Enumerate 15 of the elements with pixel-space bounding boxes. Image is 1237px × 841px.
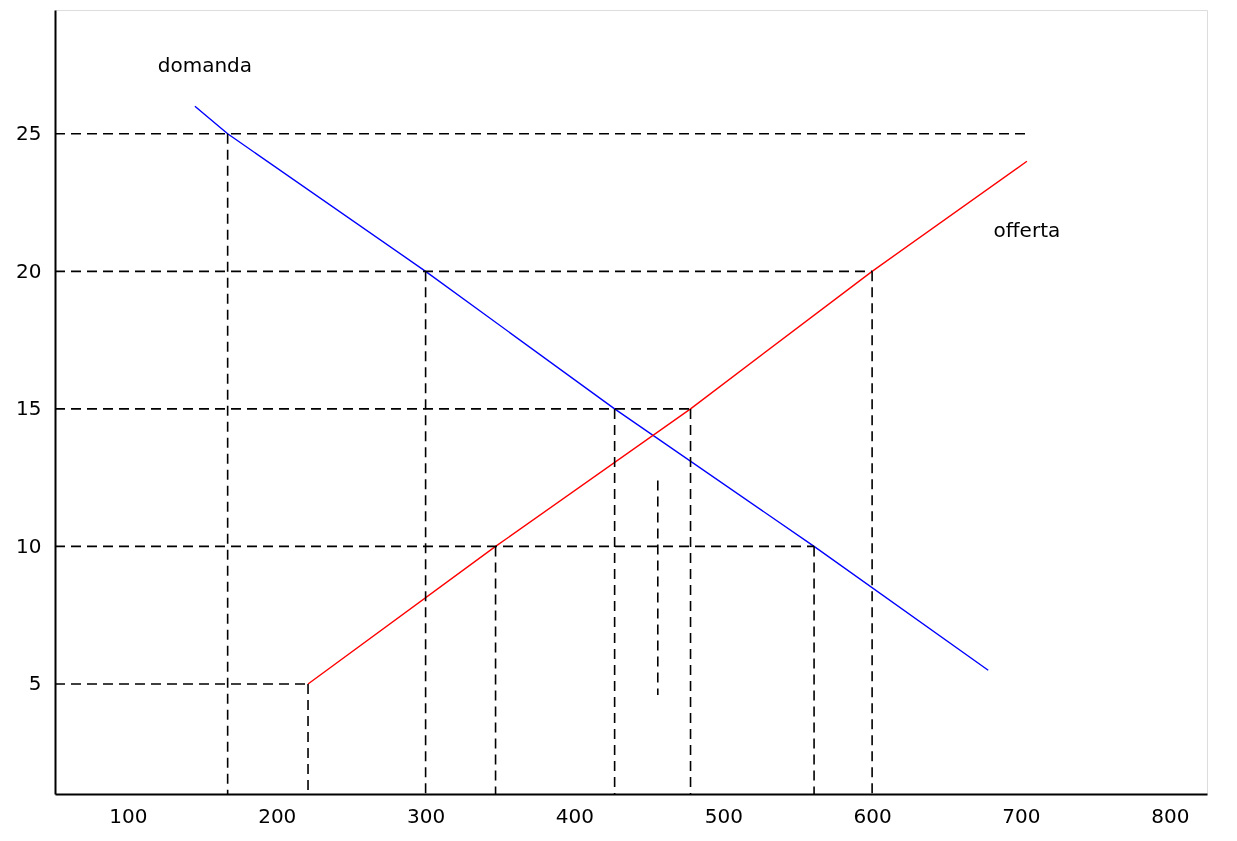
x-tick-label: 400 [555,803,595,828]
y-tick-label: 25 [16,121,42,146]
x-tick-label: 100 [109,803,148,828]
series-label: offerta [993,218,1061,243]
x-tick-label: 600 [853,803,892,828]
text: domanda [157,53,253,78]
x-tick-label: 200 [258,803,297,828]
x-tick-label: 300 [407,803,446,828]
x-tick-label: 800 [1151,803,1190,828]
x-tick-label: 700 [1002,803,1041,828]
y-tick-label: 10 [16,533,42,558]
x-tick-label: 500 [704,803,743,828]
y-tick-label: 15 [16,396,42,421]
y-tick-label: 5 [28,671,42,696]
y-tick-label: 20 [16,258,42,283]
